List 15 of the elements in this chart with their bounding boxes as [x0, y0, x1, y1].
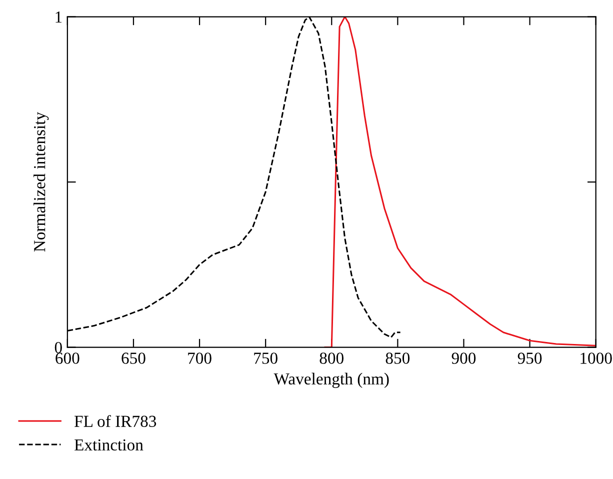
legend-label: FL of IR783	[74, 415, 156, 427]
y-tick-label: 1	[56, 12, 62, 23]
x-tick-label: 900	[452, 352, 476, 364]
x-tick-label: 600	[56, 352, 80, 364]
x-tick-label: 850	[386, 352, 410, 364]
x-tick-label: 700	[188, 352, 212, 364]
x-tick-label: 800	[320, 352, 344, 364]
legend-label: Extinction	[74, 439, 144, 451]
x-axis-title: Wavelength (nm)	[274, 372, 389, 388]
x-tick-label: 650	[122, 352, 146, 364]
x-tick-label: 950	[518, 352, 542, 364]
x-tick-label: 750	[254, 352, 278, 364]
x-tick-label: 1000	[580, 352, 612, 364]
y-tick-label: 0	[54, 342, 62, 354]
y-axis-title: Normalized intensity	[34, 112, 49, 252]
